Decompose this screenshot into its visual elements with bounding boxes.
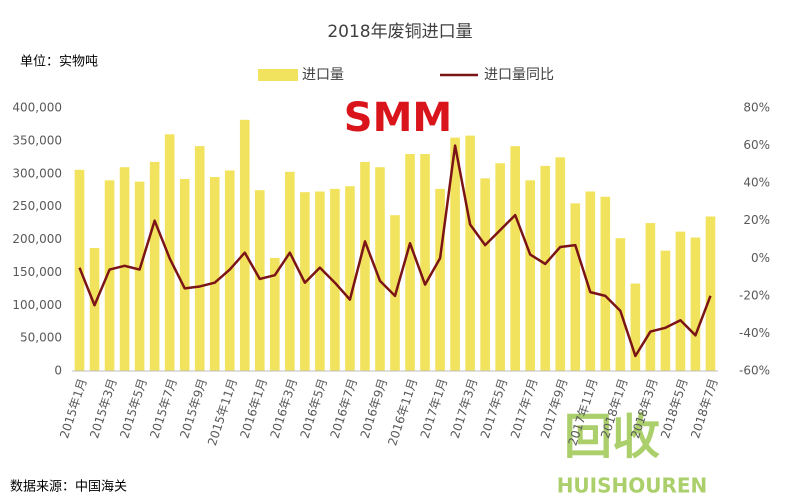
bar (315, 191, 325, 371)
y2-tick-label: 60% (743, 138, 770, 152)
bar (435, 188, 445, 371)
source-note: 数据来源：中国海关 (10, 480, 127, 495)
bar (270, 257, 280, 371)
bar (285, 171, 295, 371)
unit-note: 单位：实物吨 (20, 55, 98, 70)
x-tick-label: 2015年1月 (57, 377, 90, 440)
bar (480, 178, 490, 371)
y-tick-label: 400,000 (12, 101, 62, 115)
y2-tick-label: 80% (743, 101, 770, 115)
bar (194, 146, 205, 371)
bar (149, 161, 160, 371)
y-tick-label: 50,000 (20, 331, 62, 345)
bar (209, 177, 220, 371)
bar (360, 161, 370, 371)
legend-label: 进口量 (302, 67, 344, 83)
y-tick-label: 0 (54, 364, 62, 378)
x-tick-label: 2017年1月 (418, 377, 451, 440)
bar (179, 179, 190, 371)
x-tick-label: 2016年5月 (298, 377, 331, 440)
bar (555, 157, 566, 371)
bar (450, 137, 460, 371)
y2-tick-label: -20% (739, 288, 770, 302)
bar (465, 135, 475, 371)
bar (705, 216, 716, 371)
y-tick-label: 200,000 (12, 232, 62, 246)
bar (510, 146, 520, 371)
x-tick-label: 2016年3月 (267, 377, 300, 440)
bar (630, 283, 641, 371)
bar (645, 223, 656, 371)
line (78, 144, 712, 358)
watermark: HUISHOUREN (557, 474, 708, 498)
y-tick-label: 300,000 (12, 166, 62, 180)
x-tick-label: 2015年9月 (177, 377, 210, 440)
bar (585, 191, 596, 371)
y-tick-label: 350,000 (12, 133, 62, 147)
bar (119, 167, 130, 371)
x-tick-label: 2018年5月 (658, 377, 691, 440)
x-tick-label: 2015年5月 (117, 377, 150, 440)
x-tick-label: 2017年3月 (448, 377, 481, 440)
bar (345, 186, 355, 371)
bar (660, 250, 671, 371)
legend-swatch (258, 69, 298, 81)
bar (615, 238, 626, 371)
bar (525, 180, 536, 371)
bar (600, 196, 611, 371)
watermark: 回收 (564, 409, 660, 465)
x-tick-label: 2016年7月 (328, 377, 361, 440)
bar (164, 134, 175, 371)
x-tick-label: 2016年11月 (385, 377, 420, 448)
bar (690, 237, 701, 371)
x-tick-label: 2018年7月 (688, 377, 721, 440)
x-tick-label: 2017年5月 (478, 377, 511, 440)
y2-tick-label: -40% (739, 326, 770, 340)
bar (495, 163, 505, 371)
bar (675, 231, 686, 371)
bar (375, 167, 385, 371)
bar (134, 181, 145, 371)
bar (405, 154, 415, 371)
bar (89, 248, 100, 371)
bar (239, 119, 250, 372)
y2-tick-label: 0% (751, 251, 770, 265)
bar (104, 180, 115, 371)
legend-label: 进口量同比 (484, 67, 554, 83)
bar (540, 165, 551, 371)
y2-tick-label: 20% (743, 213, 770, 227)
x-tick-label: 2015年7月 (147, 377, 180, 440)
y2-tick-label: 40% (743, 176, 770, 190)
chart-title: 2018年废铜进口量 (327, 22, 472, 42)
x-tick-label: 2015年3月 (87, 377, 120, 440)
x-tick-label: 2016年1月 (237, 377, 270, 440)
x-tick-label: 2017年7月 (508, 377, 541, 440)
y-tick-label: 150,000 (12, 265, 62, 279)
bar (330, 188, 340, 371)
logo: SMM (344, 95, 452, 141)
bar (570, 203, 581, 371)
y2-tick-label: -60% (739, 364, 770, 378)
y-tick-label: 250,000 (12, 199, 62, 213)
bar (420, 154, 430, 371)
y-tick-label: 100,000 (12, 298, 62, 312)
bar (254, 190, 265, 371)
x-tick-label: 2015年11月 (205, 377, 240, 448)
x-tick-label: 2016年9月 (358, 377, 391, 440)
